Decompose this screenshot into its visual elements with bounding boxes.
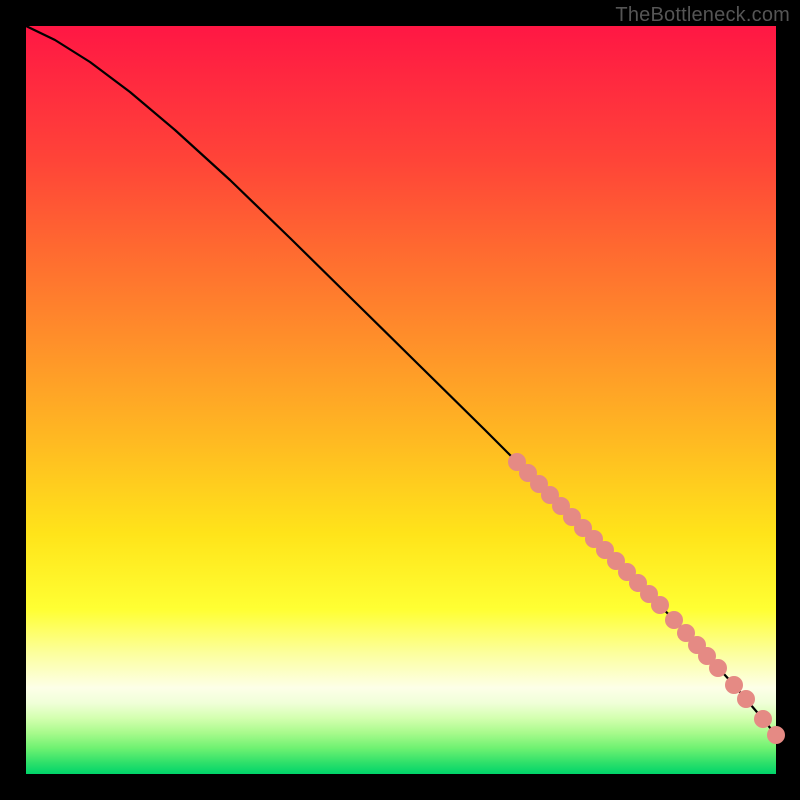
plot-area (26, 26, 776, 774)
bottleneck-chart (0, 0, 800, 800)
marker-point (666, 612, 683, 629)
marker-point (726, 677, 743, 694)
attribution-text: TheBottleneck.com (615, 4, 790, 27)
marker-point (652, 597, 669, 614)
marker-point (710, 660, 727, 677)
marker-point (738, 691, 755, 708)
marker-point (755, 711, 772, 728)
chart-container: TheBottleneck.com (0, 0, 800, 800)
marker-point (768, 727, 785, 744)
